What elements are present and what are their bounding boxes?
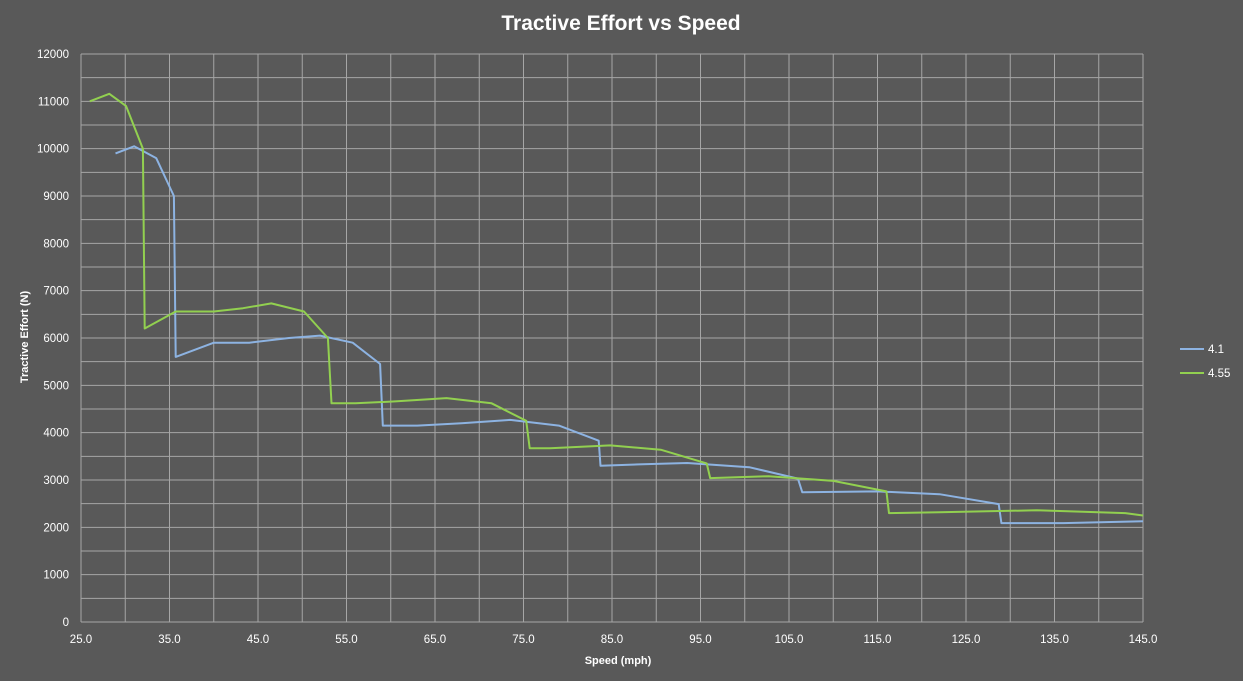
legend-label: 4.55 [1208, 368, 1230, 380]
x-tick-label: 135.0 [1040, 634, 1069, 646]
legend: 4.1 4.55 [1180, 344, 1230, 380]
y-tick-label: 12000 [37, 49, 69, 61]
x-tick-label: 35.0 [158, 634, 180, 646]
chart-title: Tractive Effort vs Speed [501, 12, 740, 35]
x-tick-label: 25.0 [70, 634, 92, 646]
series-line-4.1 [115, 145, 1144, 525]
x-tick-label: 55.0 [335, 634, 357, 646]
y-tick-label: 11000 [38, 96, 69, 108]
y-tick-label: 4000 [43, 428, 69, 440]
x-tick-label: 45.0 [247, 634, 269, 646]
y-tick-label: 1000 [43, 570, 69, 582]
y-tick-label: 10000 [37, 144, 69, 156]
x-tick-label: 145.0 [1129, 634, 1158, 646]
x-axis-tick-labels: 25.0 35.0 45.0 55.0 65.0 75.0 85.0 95.0 105.0 115… [70, 634, 1158, 646]
series-line-4.55 [89, 92, 1144, 517]
y-tick-label: 9000 [43, 191, 69, 203]
x-tick-label: 105.0 [775, 634, 804, 646]
x-axis-title: Speed (mph) [585, 655, 652, 667]
series-lines [89, 92, 1144, 525]
x-tick-label: 85.0 [601, 634, 623, 646]
x-tick-label: 115.0 [864, 634, 892, 646]
y-tick-label: 2000 [43, 522, 69, 534]
y-tick-label: 6000 [43, 333, 69, 345]
y-tick-label: 8000 [43, 238, 69, 250]
y-tick-label: 5000 [43, 380, 69, 392]
x-tick-label: 95.0 [689, 634, 711, 646]
x-tick-label: 125.0 [952, 634, 981, 646]
legend-label: 4.1 [1208, 344, 1224, 356]
x-tick-label: 65.0 [424, 634, 446, 646]
y-tick-label: 0 [63, 617, 69, 629]
y-axis-title: Tractive Effort (N) [19, 291, 31, 384]
y-tick-label: 7000 [43, 286, 69, 298]
x-tick-label: 75.0 [512, 634, 534, 646]
y-tick-label: 3000 [43, 475, 69, 487]
gridlines [80, 53, 1144, 623]
y-axis-tick-labels: 0 1000 2000 3000 4000 5000 6000 7000 8000 9000 100… [37, 49, 69, 629]
